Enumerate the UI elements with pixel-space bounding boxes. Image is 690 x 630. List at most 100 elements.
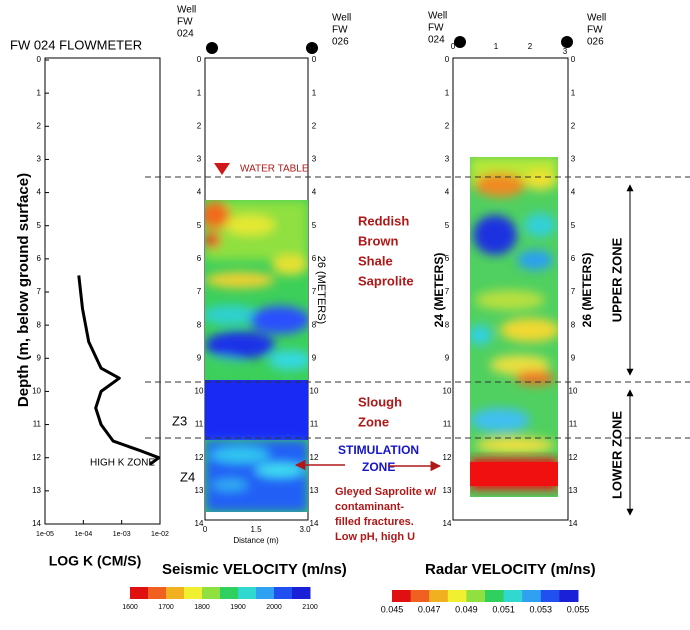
colorbar-swatch [166, 587, 185, 599]
well-label: 026 [332, 37, 349, 48]
y-tick-label: 1 [37, 88, 42, 97]
annotation-line: Gleyed Saprolite w/ [335, 486, 436, 498]
depth-tick-label: 2 [312, 121, 317, 130]
colorbar-tick: 1800 [194, 604, 210, 611]
flowmeter-curve [77, 275, 161, 466]
colorbar-swatch [274, 587, 293, 599]
y-tick-label: 2 [37, 121, 42, 130]
depth-tick-label: 5 [445, 221, 450, 230]
depth-tick-label: 8 [445, 320, 450, 329]
depth-tick-label: 6 [312, 254, 317, 263]
y-tick-label: 14 [32, 519, 41, 528]
radar-right-label: 26 (METERS) [580, 253, 594, 328]
radar-frame [452, 57, 569, 521]
y-tick-label: 13 [32, 486, 41, 495]
colorbar-swatch [184, 587, 203, 599]
radar-top-tick: 2 [528, 42, 533, 51]
depth-tick-label: 3 [197, 155, 202, 164]
well-label: FW [177, 17, 193, 28]
depth-tick-label: 1 [571, 88, 576, 97]
colorbar-tick: 0.045 [381, 604, 404, 614]
colorbar-tick: 0.051 [492, 604, 515, 614]
y-tick-label: 8 [37, 320, 42, 329]
colorbar-swatch [466, 590, 486, 602]
depth-tick-label: 14 [443, 519, 452, 528]
well-label: 024 [177, 29, 194, 40]
depth-tick-label: 2 [571, 121, 576, 130]
depth-tick-label: 10 [310, 387, 319, 396]
depth-tick-label: 12 [310, 453, 319, 462]
annotation-line: Reddish [358, 213, 409, 228]
well-label: Well [428, 11, 447, 22]
colorbar-tick: 0.053 [530, 604, 553, 614]
depth-tick-label: 13 [195, 486, 204, 495]
water-table-label: WATER TABLE [240, 164, 309, 175]
colorbar-swatch [238, 587, 257, 599]
z3-label: Z3 [172, 413, 187, 428]
colorbar-swatch [292, 587, 311, 599]
colorbar-swatch [410, 590, 430, 602]
depth-tick-label: 11 [443, 420, 452, 429]
depth-tick-label: 12 [195, 453, 204, 462]
y-tick-label: 10 [32, 387, 41, 396]
depth-tick-label: 10 [569, 387, 578, 396]
x-tick-label: 1e-05 [36, 531, 54, 538]
depth-tick-label: 9 [445, 353, 450, 362]
depth-tick-label: 6 [197, 254, 202, 263]
well-label: Well [177, 5, 196, 16]
z4-label: Z4 [180, 469, 195, 484]
y-tick-label: 12 [32, 453, 41, 462]
depth-tick-label: 12 [443, 453, 452, 462]
depth-tick-label: 9 [571, 353, 576, 362]
radar-left-label: 24 (METERS) [432, 253, 446, 328]
depth-tick-label: 5 [312, 221, 317, 230]
depth-tick-label: 3 [571, 155, 576, 164]
depth-tick-label: 8 [197, 320, 202, 329]
depth-tick-label: 0 [445, 55, 450, 64]
seismic-colorbar: 1600 1700 1800 1900 2000 2100 [122, 587, 318, 611]
colorbar-swatch [485, 590, 505, 602]
wells [206, 36, 573, 54]
zone-lines [145, 176, 690, 439]
colorbar-tick: 1900 [230, 604, 246, 611]
colorbar-swatch [256, 587, 275, 599]
radar-top-tick: 1 [494, 42, 499, 51]
reddish-label: Reddish Brown Shale Saprolite Slough Zon… [358, 213, 414, 429]
upper-zone-label: UPPER ZONE [609, 237, 624, 322]
water-table-marker [214, 163, 230, 175]
well-label: FW [587, 25, 603, 36]
depth-tick-label: 1 [312, 88, 317, 97]
colorbar-tick: 1600 [122, 604, 138, 611]
depth-tick-label: 5 [571, 221, 576, 230]
depth-tick-label: 4 [197, 188, 202, 197]
depth-tick-label: 2 [445, 121, 450, 130]
colorbar-swatch [503, 590, 523, 602]
depth-tick-label: 6 [571, 254, 576, 263]
colorbar-swatch [392, 590, 412, 602]
well-labels: Well FW 024 Well FW 026 Well FW 024 Well… [177, 5, 606, 48]
depth-tick-label: 1 [197, 88, 202, 97]
depth-tick-label: 0 [312, 55, 317, 64]
y-tick-label: 3 [37, 155, 42, 164]
colorbar-swatch [148, 587, 167, 599]
colorbar-tick: 0.047 [418, 604, 441, 614]
colorbar-tick: 1700 [158, 604, 174, 611]
annotation-line: filled fractures. [335, 516, 414, 528]
annotation-line: Brown [358, 233, 399, 248]
radar-top-tick: 0 [451, 42, 456, 51]
x-axis-label: LOG K (CM/S) [49, 553, 142, 569]
depth-tick-label: 4 [445, 188, 450, 197]
colorbar-tick: 0.049 [455, 604, 478, 614]
y-tick-label: 11 [33, 420, 42, 429]
annotation-line: Shale [358, 253, 393, 268]
y-tick-label: 7 [37, 287, 42, 296]
x-tick-label: 1e-03 [113, 531, 131, 538]
depth-tick-label: 10 [195, 387, 204, 396]
depth-tick-label: 7 [197, 287, 202, 296]
x-tick-label: 1e-04 [74, 531, 92, 538]
stimulation-label: ZONE [362, 460, 395, 474]
annotation-line: Low pH, high U [335, 531, 415, 543]
